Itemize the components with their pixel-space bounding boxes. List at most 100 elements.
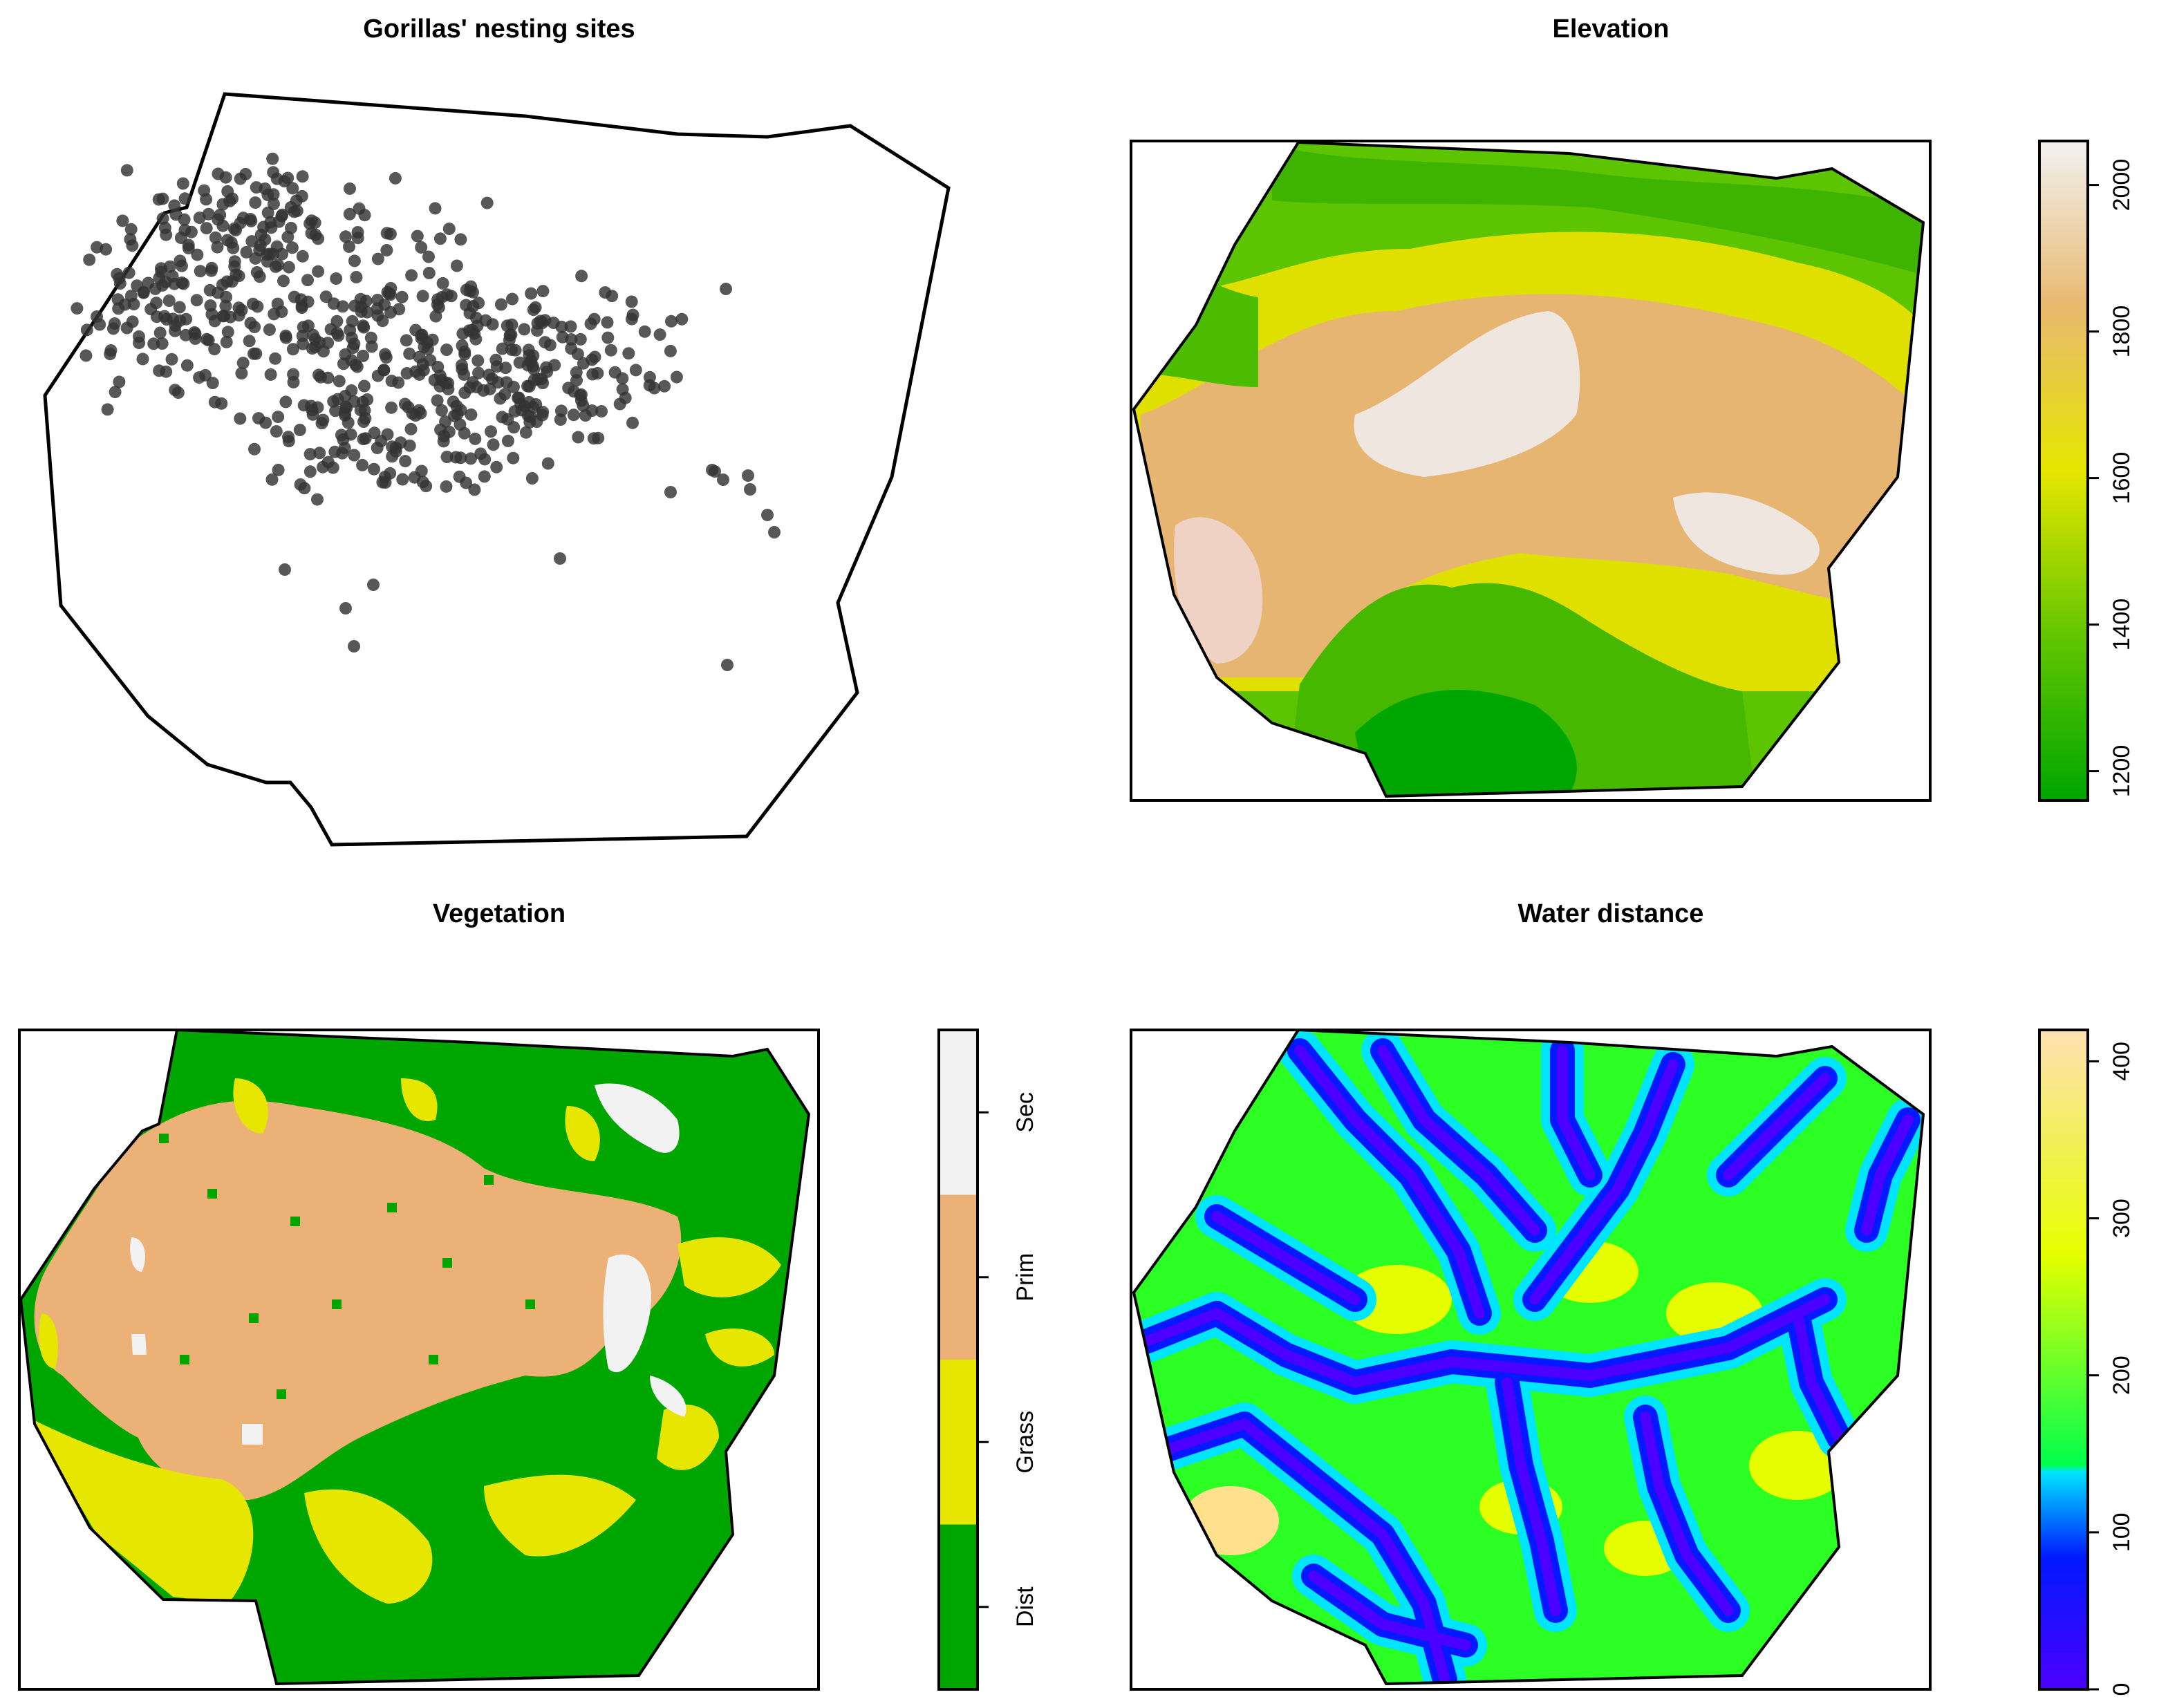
nest-point — [301, 274, 314, 287]
nest-point — [221, 275, 234, 288]
nest-point — [409, 323, 422, 337]
nest-point — [344, 182, 356, 195]
nest-point — [664, 486, 677, 498]
nest-point — [429, 310, 442, 323]
nest-point — [205, 261, 218, 274]
nest-point — [106, 322, 120, 335]
nest-point — [330, 326, 344, 339]
nest-point — [768, 526, 781, 538]
nest-point — [717, 473, 729, 486]
nest-point — [429, 202, 442, 215]
colorbar-tick-label: 100 — [2109, 1512, 2135, 1552]
nest-point — [348, 299, 362, 312]
nest-point — [378, 471, 391, 484]
nest-point — [101, 403, 114, 416]
nest-point — [312, 265, 325, 278]
nest-point — [454, 418, 467, 431]
nest-point — [426, 333, 439, 346]
legend-label: Dist — [1012, 1586, 1038, 1627]
nest-point — [503, 329, 516, 342]
nest-point — [357, 319, 370, 332]
nest-point — [574, 332, 587, 346]
nest-point — [313, 447, 326, 460]
nest-point — [337, 357, 350, 370]
nest-point — [281, 230, 295, 243]
nest-point — [259, 416, 272, 429]
nest-point — [415, 241, 428, 254]
nest-point — [409, 365, 422, 378]
nest-point — [153, 364, 166, 377]
nest-point — [664, 344, 677, 357]
nest-point — [403, 439, 416, 452]
nest-point — [191, 248, 204, 261]
nest-point — [613, 397, 626, 411]
nest-point — [709, 465, 721, 478]
nest-point — [450, 259, 463, 272]
nest-point — [346, 315, 359, 328]
nest-point — [253, 270, 266, 283]
nest-point — [330, 315, 344, 328]
nest-point — [248, 442, 261, 456]
nest-point — [276, 208, 289, 221]
nest-point — [400, 334, 413, 347]
nest-point — [389, 171, 402, 185]
nest-point — [297, 399, 310, 412]
nest-point — [422, 267, 436, 279]
nest-point — [272, 259, 285, 272]
nest-point — [153, 326, 167, 339]
nest-point — [261, 248, 274, 261]
nest-point — [319, 290, 333, 303]
legend-label: Prim — [1012, 1253, 1038, 1302]
nest-point — [150, 297, 163, 310]
nest-point — [384, 306, 397, 319]
nest-point — [321, 337, 335, 350]
nest-point — [113, 277, 127, 290]
nest-point — [295, 189, 308, 203]
nest-point — [531, 324, 543, 337]
nest-point — [487, 438, 500, 451]
nest-point — [467, 285, 479, 299]
nest-point — [112, 302, 125, 315]
nest-point — [442, 223, 456, 235]
title-vegetation: Vegetation — [433, 899, 566, 928]
nest-point — [467, 300, 480, 312]
nest-point — [179, 328, 192, 341]
nest-point — [379, 348, 392, 361]
nest-point — [507, 451, 520, 464]
water-colorbar — [2038, 1029, 2089, 1691]
nest-point — [472, 366, 485, 379]
nest-point — [193, 212, 206, 225]
nest-point — [272, 463, 285, 476]
nest-point — [519, 426, 532, 439]
nest-point — [205, 308, 218, 321]
nest-point — [385, 401, 398, 414]
nest-point — [169, 324, 182, 337]
nest-point — [339, 230, 352, 243]
nest-point — [272, 411, 285, 424]
nest-point — [244, 317, 257, 330]
nest-point — [567, 409, 580, 422]
nest-point — [234, 412, 247, 425]
nest-point — [638, 325, 651, 338]
nest-point — [384, 288, 397, 301]
panel-nesting-sites: Gorillas' nesting sites — [43, 15, 951, 847]
nest-point — [317, 460, 329, 473]
vegetation-legend: Dist Grass Prim Sec — [937, 1029, 1038, 1691]
nest-point — [721, 659, 734, 671]
nest-point — [71, 302, 84, 315]
nest-point — [287, 368, 300, 381]
nest-point — [440, 344, 453, 356]
nest-point — [436, 404, 448, 417]
nest-point — [616, 372, 629, 385]
nest-point — [206, 377, 219, 390]
nest-point — [454, 451, 467, 464]
water-frame — [1130, 1029, 1932, 1691]
legend-swatch — [939, 1360, 978, 1525]
nest-point — [494, 298, 507, 311]
nest-point — [211, 241, 224, 254]
nest-point — [326, 461, 339, 474]
nest-point — [411, 229, 424, 243]
elevation-raster — [1134, 142, 1923, 796]
nest-point — [675, 312, 689, 326]
nest-point — [525, 287, 538, 300]
